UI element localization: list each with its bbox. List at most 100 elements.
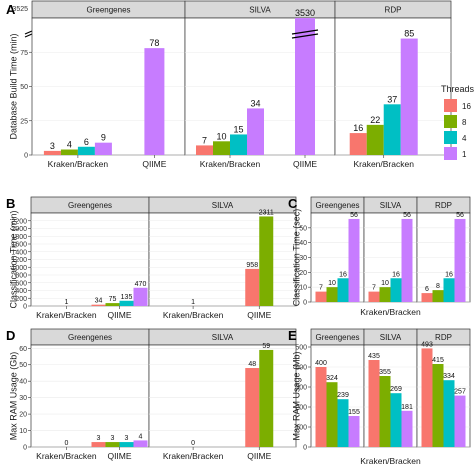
facet-strip-label: Greengenes xyxy=(68,333,112,342)
data-label: 269 xyxy=(390,386,402,393)
y-tick-label: 0 xyxy=(303,445,307,452)
data-label: 75 xyxy=(109,296,117,303)
y-tick-label: 30 xyxy=(299,255,307,262)
data-label: 34 xyxy=(250,98,260,108)
y-tick-label: 40 xyxy=(19,379,27,386)
y-tick-label: 200 xyxy=(295,405,307,412)
data-label: 334 xyxy=(443,373,455,380)
y-axis-title: Database Build Time (min) xyxy=(8,33,18,139)
bar-4-threads xyxy=(337,278,349,302)
data-label: 415 xyxy=(432,357,444,364)
panel-letter-d: D xyxy=(6,328,15,343)
facet-strip-label: SILVA xyxy=(380,201,402,210)
bar-4-threads xyxy=(443,380,455,447)
legend-label-16: 16 xyxy=(462,102,471,111)
bar-16-threads xyxy=(315,367,327,447)
data-label: 135 xyxy=(121,294,133,301)
facet-strip-label: RDP xyxy=(385,6,402,15)
legend-swatch-8 xyxy=(444,115,457,128)
data-label: 9 xyxy=(101,133,106,143)
facet-silva: SILVA Kraken/Bracken 7 10 15 34 QIIME 3530 xyxy=(184,0,336,169)
facet-silva: SILVA Kraken/Bracken 1 QIIME 958 2311 xyxy=(148,196,297,320)
data-label: 3 xyxy=(50,141,55,151)
bar-16-threads xyxy=(349,133,367,155)
facet-rdp: RDP Kraken/Bracken 16 22 37 85 xyxy=(334,0,452,169)
data-label: 1 xyxy=(64,299,68,306)
bar-1-threads xyxy=(400,38,418,155)
data-label: 7 xyxy=(372,285,376,292)
facet-silva: SILVA 435 355 269 181 xyxy=(363,328,418,448)
panel-letter-c: C xyxy=(288,196,298,211)
data-label: 257 xyxy=(454,389,466,396)
y-axis-title: Classification Time (sec) xyxy=(291,209,301,307)
bar-16-threads xyxy=(43,150,61,155)
x-category-label: QIIME xyxy=(293,159,317,169)
legend-label-4: 4 xyxy=(462,134,467,143)
facet-greengenes: Greengenes Kraken/Bracken 3 4 6 9 QIIME 78 xyxy=(31,0,186,169)
facet-strip-label: Greengenes xyxy=(315,333,359,342)
data-label: 56 xyxy=(350,212,358,219)
bar-8-threads xyxy=(379,376,391,447)
data-label: 8 xyxy=(436,283,440,290)
facet-strip-label: Greengenes xyxy=(86,6,130,15)
data-label: 22 xyxy=(370,115,380,125)
x-category-label: QIIME xyxy=(107,451,131,461)
bar-8-threads xyxy=(213,141,230,155)
data-label: 4 xyxy=(139,433,143,440)
data-label: 85 xyxy=(404,29,414,39)
bar-16-threads xyxy=(315,291,327,302)
bar-1-threads xyxy=(247,108,264,155)
bar-16-threads xyxy=(421,348,433,447)
y-tick-label: 1800 xyxy=(11,234,27,241)
data-label: 0 xyxy=(191,440,195,447)
y-tick-label: 1600 xyxy=(11,242,27,249)
facet-strip-label: Greengenes xyxy=(315,201,359,210)
bar-1-threads xyxy=(348,218,360,302)
facet-strip-label: SILVA xyxy=(212,201,234,210)
y-tick-label: 10 xyxy=(299,285,307,292)
data-label: 324 xyxy=(326,375,338,382)
bar-4-threads xyxy=(230,134,247,155)
data-label: 6 xyxy=(425,286,429,293)
data-label: 10 xyxy=(216,131,226,141)
data-label: 15 xyxy=(233,124,243,134)
data-label: 3 xyxy=(125,435,129,442)
y-tick-label: 500 xyxy=(295,345,307,352)
x-axis-title: Kraken/Bracken xyxy=(360,456,421,466)
y-axis-title: Classification Time (min) xyxy=(8,210,18,308)
y-tick-label: 50 xyxy=(19,362,27,369)
data-label: 4 xyxy=(67,140,72,150)
data-label: 3530 xyxy=(295,8,315,18)
data-label: 37 xyxy=(387,94,397,104)
y-tick-label: 400 xyxy=(295,365,307,372)
bar-16-threads xyxy=(196,145,213,155)
y-tick-label: 30 xyxy=(19,395,27,402)
x-category-label: Kraken/Bracken xyxy=(48,159,109,169)
data-label: 7 xyxy=(202,135,207,145)
y-tick-label: 2200 xyxy=(11,218,27,225)
facet-strip-label: SILVA xyxy=(380,333,402,342)
data-label: 181 xyxy=(401,404,413,411)
bar-4-threads xyxy=(383,104,401,155)
data-label: 6 xyxy=(84,137,89,147)
data-label: 400 xyxy=(315,360,327,367)
bar-1-threads xyxy=(454,395,466,447)
x-category-label: QIIME xyxy=(247,310,271,320)
bar-8-threads xyxy=(259,349,274,447)
legend-swatch-1 xyxy=(444,147,457,160)
y-tick-label: 800 xyxy=(15,273,27,280)
x-category-label: Kraken/Bracken xyxy=(163,451,224,461)
bar-4-threads xyxy=(443,278,455,302)
y-axis-title: Max RAM Usage (Gb) xyxy=(8,352,18,441)
y-tick-label: 200 xyxy=(15,296,27,303)
bar-8-threads xyxy=(259,216,274,306)
bar-16-threads xyxy=(91,442,106,447)
legend: Threads 16 8 4 1 xyxy=(441,84,474,160)
y-tick-label: 600 xyxy=(15,280,27,287)
data-label: 3 xyxy=(111,435,115,442)
y-tick-label-break: 3525 xyxy=(12,6,28,13)
x-category-label: Kraken/Bracken xyxy=(36,451,97,461)
bar-4-threads xyxy=(390,278,402,302)
